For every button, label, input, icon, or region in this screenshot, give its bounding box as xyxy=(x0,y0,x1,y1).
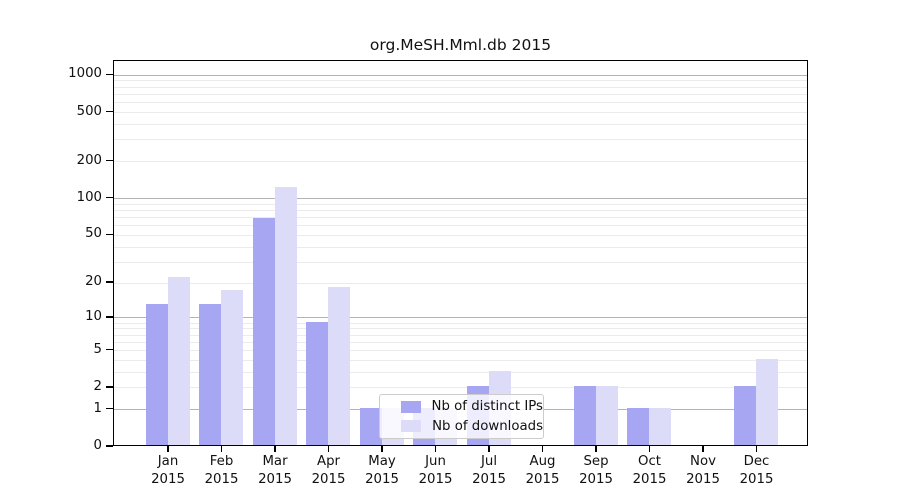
minor-gridline xyxy=(114,246,807,248)
y-tick-mark xyxy=(106,407,113,410)
minor-gridline xyxy=(114,139,807,141)
x-tick-label: Dec 2015 xyxy=(739,454,774,487)
bar-nb-of-distinct-ips-dec xyxy=(734,386,756,446)
minor-gridline xyxy=(114,112,807,114)
x-tick-mark xyxy=(648,446,651,452)
minor-gridline xyxy=(114,225,807,227)
y-tick-mark xyxy=(106,73,113,76)
x-tick-label: Oct 2015 xyxy=(632,454,667,487)
x-tick-mark xyxy=(220,446,223,452)
x-tick-label: Feb 2015 xyxy=(204,454,239,487)
y-tick-label: 100 xyxy=(76,189,102,205)
x-tick-mark xyxy=(434,446,437,452)
y-tick-label: 5 xyxy=(93,341,102,357)
x-tick-mark xyxy=(702,446,704,452)
y-tick-label: 200 xyxy=(76,152,102,168)
x-tick-mark xyxy=(541,446,544,452)
x-tick-label: May 2015 xyxy=(365,454,399,487)
minor-gridline xyxy=(114,210,807,212)
minor-gridline xyxy=(114,282,807,284)
minor-gridline xyxy=(114,341,807,343)
y-tick-label: 500 xyxy=(76,103,102,119)
minor-gridline xyxy=(114,124,807,126)
legend-label-downloads: Nb of downloads xyxy=(432,418,543,434)
y-tick-mark xyxy=(106,386,113,388)
y-tick-label: 1 xyxy=(93,400,102,416)
x-tick-mark xyxy=(274,446,276,452)
x-tick-label: Jul 2015 xyxy=(472,454,506,487)
bar-nb-of-downloads-apr xyxy=(328,287,350,446)
minor-gridline xyxy=(114,371,807,373)
plot-area: Nb of distinct IPs Nb of downloads xyxy=(113,60,808,446)
x-tick-label: Apr 2015 xyxy=(311,454,346,487)
major-gridline xyxy=(114,198,807,200)
y-tick-mark xyxy=(106,445,113,447)
minor-gridline xyxy=(114,203,807,205)
bar-nb-of-distinct-ips-may xyxy=(359,408,382,446)
bar-nb-of-downloads-sep xyxy=(595,386,618,446)
bar-nb-of-distinct-ips-feb xyxy=(199,303,221,446)
minor-gridline xyxy=(114,80,807,82)
y-tick-label: 2 xyxy=(93,378,102,394)
minor-gridline xyxy=(114,328,807,330)
y-tick-mark xyxy=(106,159,113,162)
legend-swatch-distinct-ips xyxy=(401,400,421,413)
y-tick-mark xyxy=(106,348,113,351)
major-gridline xyxy=(114,74,807,76)
y-tick-label: 10 xyxy=(85,308,102,324)
x-tick-mark xyxy=(755,446,758,452)
bar-nb-of-distinct-ips-jan xyxy=(145,303,168,446)
minor-gridline xyxy=(114,217,807,219)
minor-gridline xyxy=(114,86,807,88)
y-tick-mark xyxy=(106,281,113,283)
legend: Nb of distinct IPs Nb of downloads xyxy=(379,394,544,439)
bar-nb-of-downloads-mar xyxy=(274,186,297,446)
y-tick-mark xyxy=(106,196,113,199)
bar-nb-of-distinct-ips-apr xyxy=(306,321,328,446)
x-tick-label: Aug 2015 xyxy=(525,454,560,487)
minor-gridline xyxy=(114,334,807,336)
bar-nb-of-downloads-oct xyxy=(649,408,671,446)
x-tick-mark xyxy=(381,446,383,452)
legend-swatch-downloads xyxy=(401,420,422,433)
x-tick-label: Nov 2015 xyxy=(686,454,720,487)
y-tick-mark xyxy=(106,110,113,113)
x-tick-label: Jun 2015 xyxy=(418,454,453,487)
y-tick-label: 20 xyxy=(85,274,102,290)
y-tick-label: 1000 xyxy=(68,66,102,82)
minor-gridline xyxy=(114,322,807,324)
minor-gridline xyxy=(114,102,807,104)
minor-gridline xyxy=(114,161,807,163)
y-tick-label: 0 xyxy=(93,438,102,453)
legend-row-distinct-ips: Nb of distinct IPs xyxy=(401,399,543,414)
bar-nb-of-downloads-jan xyxy=(167,276,190,446)
x-tick-label: Mar 2015 xyxy=(258,454,292,487)
major-gridline xyxy=(114,317,807,319)
minor-gridline xyxy=(114,93,807,95)
minor-gridline xyxy=(114,234,807,236)
chart-title: org.MeSH.Mml.db 2015 xyxy=(369,36,552,54)
minor-gridline xyxy=(114,350,807,352)
x-tick-label: Jan 2015 xyxy=(151,454,185,487)
y-tick-mark xyxy=(106,233,113,236)
minor-gridline xyxy=(114,359,807,361)
x-tick-mark xyxy=(167,446,169,452)
bar-nb-of-distinct-ips-oct xyxy=(627,408,649,446)
minor-gridline xyxy=(114,387,807,389)
x-tick-mark xyxy=(327,446,330,452)
y-tick-mark xyxy=(106,316,113,318)
bar-nb-of-distinct-ips-sep xyxy=(573,386,596,446)
x-tick-label: Sep 2015 xyxy=(579,454,613,487)
x-tick-mark xyxy=(488,446,490,452)
bar-nb-of-distinct-ips-mar xyxy=(252,217,275,446)
bar-nb-of-downloads-dec xyxy=(756,358,778,446)
minor-gridline xyxy=(114,261,807,263)
y-tick-label: 50 xyxy=(85,226,102,242)
legend-label-distinct-ips: Nb of distinct IPs xyxy=(431,399,543,415)
x-tick-mark xyxy=(595,446,597,452)
bar-nb-of-downloads-feb xyxy=(221,289,243,446)
legend-row-downloads: Nb of downloads xyxy=(401,419,543,434)
